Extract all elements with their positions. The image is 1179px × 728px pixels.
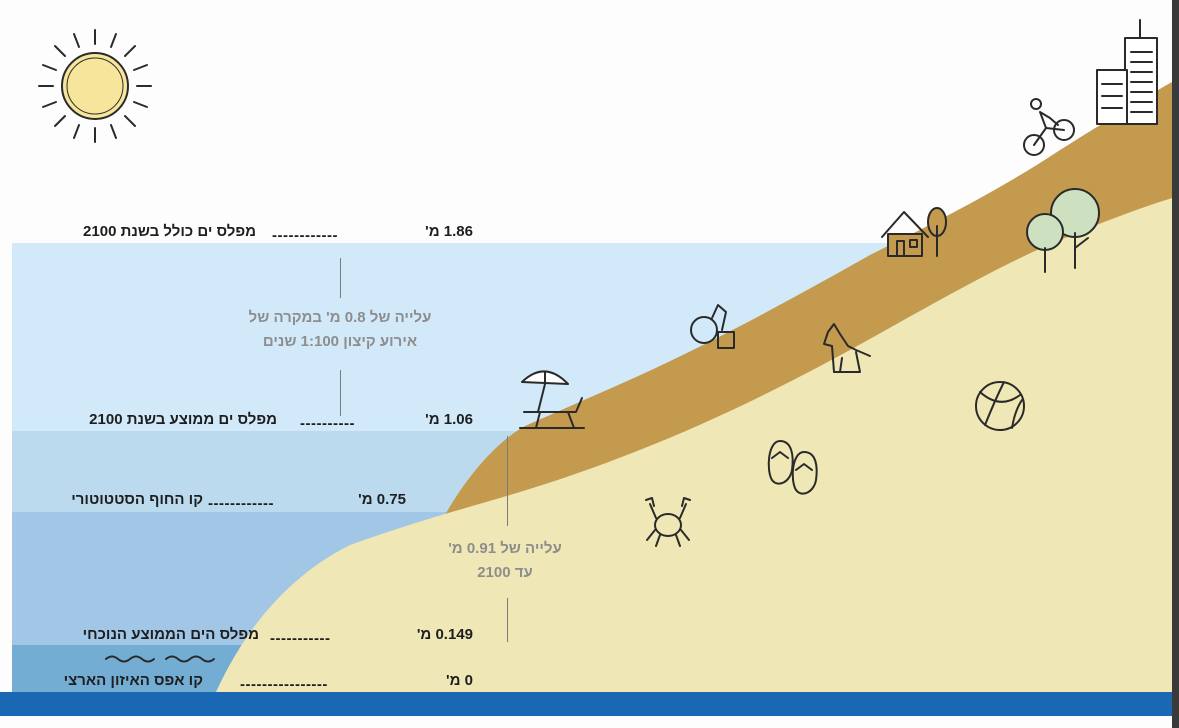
level-2-value: 1.06 מ' (425, 411, 473, 428)
mean-rise-note-line2: עד 2100 (477, 564, 533, 581)
flip-flops-icon (767, 440, 818, 495)
sand-layer (216, 198, 1172, 692)
level-5-dashes: ---------------- (240, 676, 328, 693)
level-1-dashes: ------------ (272, 227, 338, 244)
buildings-icon (1096, 19, 1158, 125)
mean-rise-note-line1: עלייה של 0.91 מ' (448, 540, 562, 557)
ground-base-strip (0, 692, 1172, 716)
extreme-rise-line-bottom (340, 370, 341, 416)
level-4-label: מפלס הים הממוצע הנוכחי (82, 626, 259, 643)
level-1-label: מפלס ים כולל בשנת 2100 (83, 223, 256, 240)
mean-rise-line-top (507, 436, 508, 526)
house-icon (881, 207, 947, 257)
level-4-value: 0.149 מ' (416, 626, 473, 643)
level-4-dashes: ----------- (270, 630, 331, 647)
extreme-rise-note: עלייה של 0.8 מ' במקרה של אירוע קיצון 1:1… (200, 306, 480, 354)
crab-icon (645, 497, 691, 547)
frame-border (1172, 0, 1179, 728)
level-3-dashes: ------------ (208, 495, 274, 512)
dog-icon (823, 323, 871, 373)
beach-umbrella-icon (519, 370, 585, 429)
beach-ball-icon (975, 381, 1025, 431)
level-3-value: 0.75 מ' (358, 491, 406, 508)
level-3-label: קו החוף הסטטוטורי (71, 491, 203, 508)
sandcastle-bucket-icon (690, 304, 735, 349)
mean-rise-note: עלייה של 0.91 מ' עד 2100 (400, 537, 610, 585)
level-1-value: 1.86 מ' (425, 223, 473, 240)
extreme-rise-note-line1: עלייה של 0.8 מ' במקרה של (248, 309, 432, 326)
sun-icon (38, 29, 152, 143)
trees-icon (1026, 188, 1100, 273)
level-2-label: מפלס ים ממוצע בשנת 2100 (89, 411, 277, 428)
cyclist-icon (1023, 98, 1075, 156)
level-5-label: קו אפס האיזון הארצי (63, 672, 203, 689)
level-5-value: 0 מ' (446, 672, 473, 689)
level-2-dashes: ---------- (300, 415, 355, 432)
extreme-rise-line-top (340, 258, 341, 298)
mean-rise-line-bottom (507, 598, 508, 642)
waves-icon (105, 655, 215, 663)
extreme-rise-note-line2: אירוע קיצון 1:100 שנים (262, 333, 418, 350)
